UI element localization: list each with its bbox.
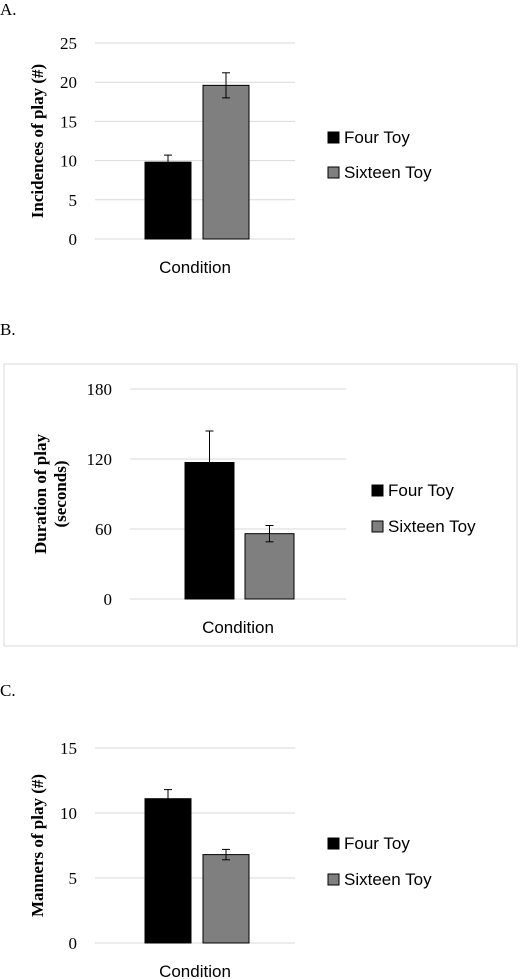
legend-swatch xyxy=(371,520,384,533)
y-tick-label: 10 xyxy=(60,152,77,171)
panel-label-c: C. xyxy=(0,681,16,700)
y-axis-label-line: Manners of play (#) xyxy=(28,774,47,917)
bar-sixteen-toy xyxy=(202,84,250,240)
y-axis-label: Incidences of play (#) xyxy=(28,64,47,218)
y-tick-label: 180 xyxy=(87,380,113,399)
y-tick-label: 0 xyxy=(69,934,78,953)
chart-incidences-of-play: 0 5 10 15 20 25 Condition Incidences of play (#… xyxy=(28,34,432,277)
legend-swatch xyxy=(327,837,340,850)
bar-sixteen-toy xyxy=(244,533,295,600)
x-category-label: Condition xyxy=(159,962,231,979)
legend-label: Sixteen Toy xyxy=(388,517,476,536)
x-category-label: Condition xyxy=(159,258,231,277)
panel-label-a: A. xyxy=(0,0,17,19)
bar-four-toy xyxy=(144,161,192,240)
y-axis-label-line: Incidences of play (#) xyxy=(28,64,47,218)
y-tick-label: 5 xyxy=(69,869,78,888)
y-tick-label: 5 xyxy=(69,191,78,210)
legend-label: Four Toy xyxy=(388,481,454,500)
legend-label: Sixteen Toy xyxy=(344,163,432,182)
y-tick-label: 10 xyxy=(60,804,77,823)
bar-sixteen-toy xyxy=(202,854,250,944)
y-tick-label: 25 xyxy=(60,34,77,53)
y-axis-label-line: Duration of play xyxy=(31,434,50,554)
chart-manners-of-play: 0 5 10 15 Condition Manners of play (#) Four T… xyxy=(28,739,432,979)
bar-four-toy xyxy=(144,798,192,944)
legend-swatch xyxy=(327,166,340,179)
y-tick-label: 0 xyxy=(104,590,113,609)
legend-swatch xyxy=(327,131,340,144)
legend-label: Four Toy xyxy=(344,128,410,147)
bar-four-toy xyxy=(184,462,235,600)
chart-duration-of-play: 0 60 120 180 Condition Duration of play(secon… xyxy=(3,363,518,647)
y-axis-label: Manners of play (#) xyxy=(28,774,47,917)
chart-frame xyxy=(3,363,518,647)
y-axis-label: Duration of play(seconds) xyxy=(31,434,70,554)
legend-label: Four Toy xyxy=(344,834,410,853)
x-category-label: Condition xyxy=(202,618,274,637)
y-tick-label: 15 xyxy=(60,739,77,758)
y-axis-label-line: (seconds) xyxy=(51,460,70,527)
legend-swatch xyxy=(327,873,340,886)
y-tick-label: 0 xyxy=(69,230,78,249)
y-tick-label: 60 xyxy=(95,520,112,539)
y-tick-label: 120 xyxy=(87,450,113,469)
y-tick-label: 15 xyxy=(60,112,77,131)
legend-label: Sixteen Toy xyxy=(344,870,432,889)
legend-swatch xyxy=(371,484,384,497)
y-tick-label: 20 xyxy=(60,73,77,92)
panel-label-b: B. xyxy=(0,320,16,339)
